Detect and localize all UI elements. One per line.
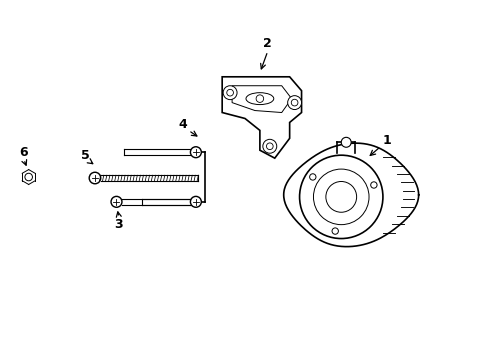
Circle shape bbox=[190, 196, 201, 207]
Circle shape bbox=[263, 139, 276, 153]
Text: 2: 2 bbox=[263, 37, 272, 50]
Circle shape bbox=[223, 86, 237, 100]
Text: 6: 6 bbox=[20, 146, 28, 159]
Text: 1: 1 bbox=[382, 134, 390, 147]
Polygon shape bbox=[283, 143, 418, 247]
Circle shape bbox=[190, 147, 201, 158]
Circle shape bbox=[89, 172, 101, 184]
Circle shape bbox=[256, 95, 263, 102]
Circle shape bbox=[266, 143, 273, 150]
Polygon shape bbox=[232, 86, 291, 113]
Circle shape bbox=[313, 169, 368, 225]
Text: 3: 3 bbox=[114, 218, 123, 231]
Circle shape bbox=[287, 96, 301, 109]
Text: 4: 4 bbox=[178, 118, 186, 131]
Circle shape bbox=[325, 181, 356, 212]
Text: 5: 5 bbox=[81, 149, 89, 162]
Ellipse shape bbox=[245, 93, 273, 105]
Circle shape bbox=[111, 196, 122, 207]
Circle shape bbox=[25, 173, 32, 181]
Circle shape bbox=[226, 89, 233, 96]
Circle shape bbox=[309, 174, 315, 180]
Circle shape bbox=[370, 182, 376, 188]
Circle shape bbox=[331, 228, 338, 234]
Polygon shape bbox=[222, 77, 301, 158]
Circle shape bbox=[341, 137, 350, 147]
Circle shape bbox=[299, 155, 382, 239]
Circle shape bbox=[291, 99, 297, 106]
